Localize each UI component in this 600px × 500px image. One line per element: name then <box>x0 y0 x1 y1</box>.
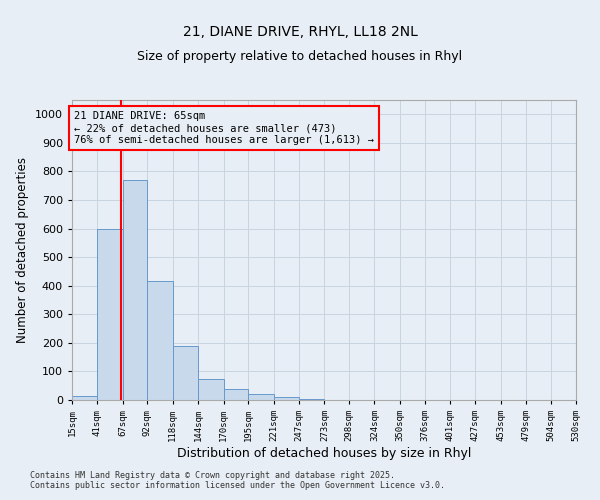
Bar <box>299 399 325 400</box>
Bar <box>148 282 173 400</box>
Bar <box>224 388 248 400</box>
Text: Contains HM Land Registry data © Crown copyright and database right 2025.
Contai: Contains HM Land Registry data © Crown c… <box>30 470 445 490</box>
Text: 21, DIANE DRIVE, RHYL, LL18 2NL: 21, DIANE DRIVE, RHYL, LL18 2NL <box>182 25 418 39</box>
Bar <box>198 378 224 400</box>
Bar <box>123 180 148 400</box>
X-axis label: Distribution of detached houses by size in Rhyl: Distribution of detached houses by size … <box>177 447 471 460</box>
Bar <box>173 346 198 400</box>
Bar <box>72 396 97 400</box>
Text: 21 DIANE DRIVE: 65sqm
← 22% of detached houses are smaller (473)
76% of semi-det: 21 DIANE DRIVE: 65sqm ← 22% of detached … <box>74 112 374 144</box>
Bar <box>274 397 299 400</box>
Y-axis label: Number of detached properties: Number of detached properties <box>16 157 29 343</box>
Bar <box>248 394 274 400</box>
Text: Size of property relative to detached houses in Rhyl: Size of property relative to detached ho… <box>137 50 463 63</box>
Bar <box>97 228 123 400</box>
